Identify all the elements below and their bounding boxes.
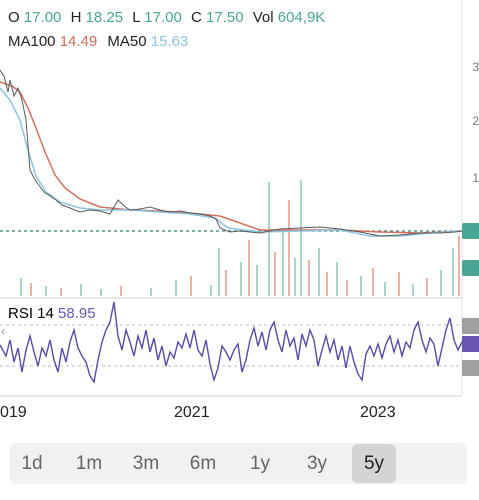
price-line [0,69,463,237]
y-tick-partial: 3 [472,60,479,74]
rsi-value-tag [462,336,479,352]
x-axis-year: 2021 [174,404,210,421]
ma100-label: MA100 [8,33,56,50]
high-value: 18.25 [85,9,124,26]
rsi-lower-tag [462,360,479,376]
close-value: 17.50 [206,9,244,26]
y-tick-partial: 2 [472,114,479,128]
tab-3y[interactable]: 3y [306,453,328,474]
volume-tag [462,260,479,276]
x-axis-year: 2023 [360,404,396,421]
tab-1d[interactable]: 1d [21,453,43,474]
volume-label: Vol [252,9,274,26]
rsi-upper-tag [462,318,479,334]
tab-1m[interactable]: 1m [75,453,103,474]
high-label: H [70,9,82,26]
tab-6m[interactable]: 6m [189,453,217,474]
range-selector: 1d 1m 3m 6m 1y 3y 5y [10,443,467,484]
rsi-value: 58.95 [58,305,96,322]
x-axis-year: 019 [0,404,27,421]
rsi-label: RSI 14 [8,305,54,322]
ohlc-legend: O 17.00 H 18.25 L 17.00 C 17.50 Vol 604,… [8,9,330,26]
last-price-tag [462,223,479,239]
rsi-legend: RSI 14 58.95 [8,305,96,322]
tab-5y[interactable]: 5y [352,444,396,483]
ma50-line [0,87,463,237]
open-label: O [8,9,20,26]
low-value: 17.00 [144,9,182,26]
close-label: C [190,9,202,26]
ma100-line [0,81,463,234]
low-label: L [132,9,141,26]
y-tick-partial: 1 [472,171,479,185]
ma100-value: 14.49 [59,33,98,50]
tab-1y[interactable]: 1y [249,453,271,474]
chevron-marker-icon: ‹ [1,324,5,338]
ma50-value: 15.63 [150,33,189,50]
ma-legend: MA100 14.49 MA50 15.63 [8,33,188,50]
rsi-line [0,301,463,384]
volume-bars [20,180,460,296]
tab-3m[interactable]: 3m [132,453,160,474]
ma50-label: MA50 [107,33,147,50]
volume-value: 604,9K [277,9,326,26]
open-value: 17.00 [23,9,62,26]
